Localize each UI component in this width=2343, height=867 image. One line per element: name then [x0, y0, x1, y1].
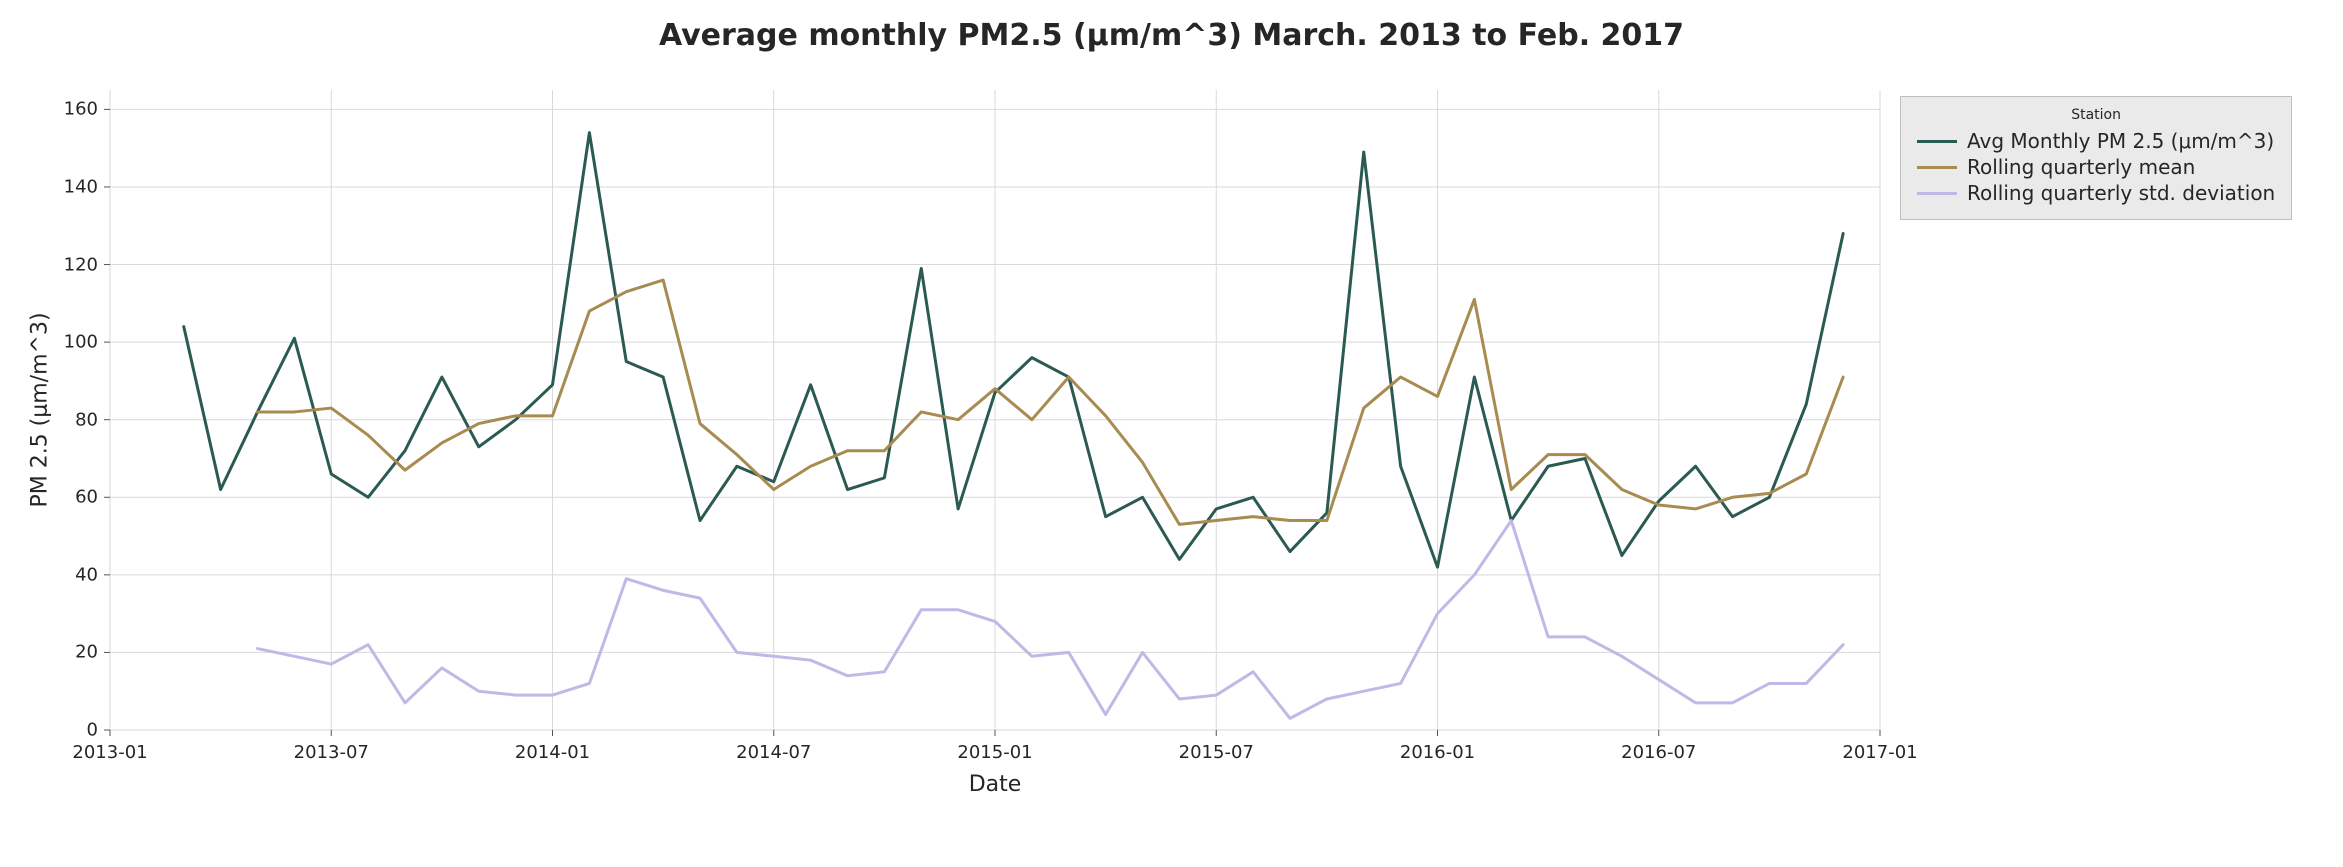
legend-label-rolling_std: Rolling quarterly std. deviation — [1967, 181, 2275, 205]
x-tick-label: 2016-07 — [1621, 742, 1696, 763]
x-tick-label: 2013-07 — [294, 742, 369, 763]
legend-row-rolling_std: Rolling quarterly std. deviation — [1917, 181, 2275, 205]
axes-svg — [110, 90, 1880, 730]
x-tick-label: 2013-01 — [72, 742, 147, 763]
legend-swatch-rolling_mean — [1917, 166, 1957, 169]
y-tick-label: 80 — [75, 409, 98, 430]
y-tick-label: 40 — [75, 564, 98, 585]
legend-rows: Avg Monthly PM 2.5 (μm/m^3)Rolling quart… — [1917, 129, 2275, 205]
y-tick-label: 140 — [64, 176, 98, 197]
legend-title: Station — [1917, 107, 2275, 123]
y-tick-label: 60 — [75, 487, 98, 508]
x-tick-label: 2015-07 — [1179, 742, 1254, 763]
legend-label-avg_monthly: Avg Monthly PM 2.5 (μm/m^3) — [1967, 129, 2274, 153]
chart-title: Average monthly PM2.5 (μm/m^3) March. 20… — [659, 18, 1684, 53]
plot-area — [110, 90, 1880, 730]
x-tick-label: 2014-01 — [515, 742, 590, 763]
x-tick-label: 2014-07 — [736, 742, 811, 763]
legend-row-rolling_mean: Rolling quarterly mean — [1917, 155, 2275, 179]
y-tick-label: 0 — [87, 720, 98, 741]
legend-row-avg_monthly: Avg Monthly PM 2.5 (μm/m^3) — [1917, 129, 2275, 153]
figure: Average monthly PM2.5 (μm/m^3) March. 20… — [0, 0, 2343, 867]
x-tick-label: 2016-01 — [1400, 742, 1475, 763]
y-tick-label: 120 — [64, 254, 98, 275]
y-tick-label: 20 — [75, 642, 98, 663]
legend: Station Avg Monthly PM 2.5 (μm/m^3)Rolli… — [1900, 96, 2292, 220]
y-axis-label: PM 2.5 (μm/m^3) — [28, 312, 53, 507]
y-tick-label: 100 — [64, 332, 98, 353]
legend-label-rolling_mean: Rolling quarterly mean — [1967, 155, 2195, 179]
x-tick-label: 2017-01 — [1842, 742, 1917, 763]
x-tick-label: 2015-01 — [957, 742, 1032, 763]
y-tick-label: 160 — [64, 99, 98, 120]
x-axis-label: Date — [969, 772, 1022, 797]
legend-swatch-rolling_std — [1917, 192, 1957, 195]
legend-swatch-avg_monthly — [1917, 140, 1957, 143]
